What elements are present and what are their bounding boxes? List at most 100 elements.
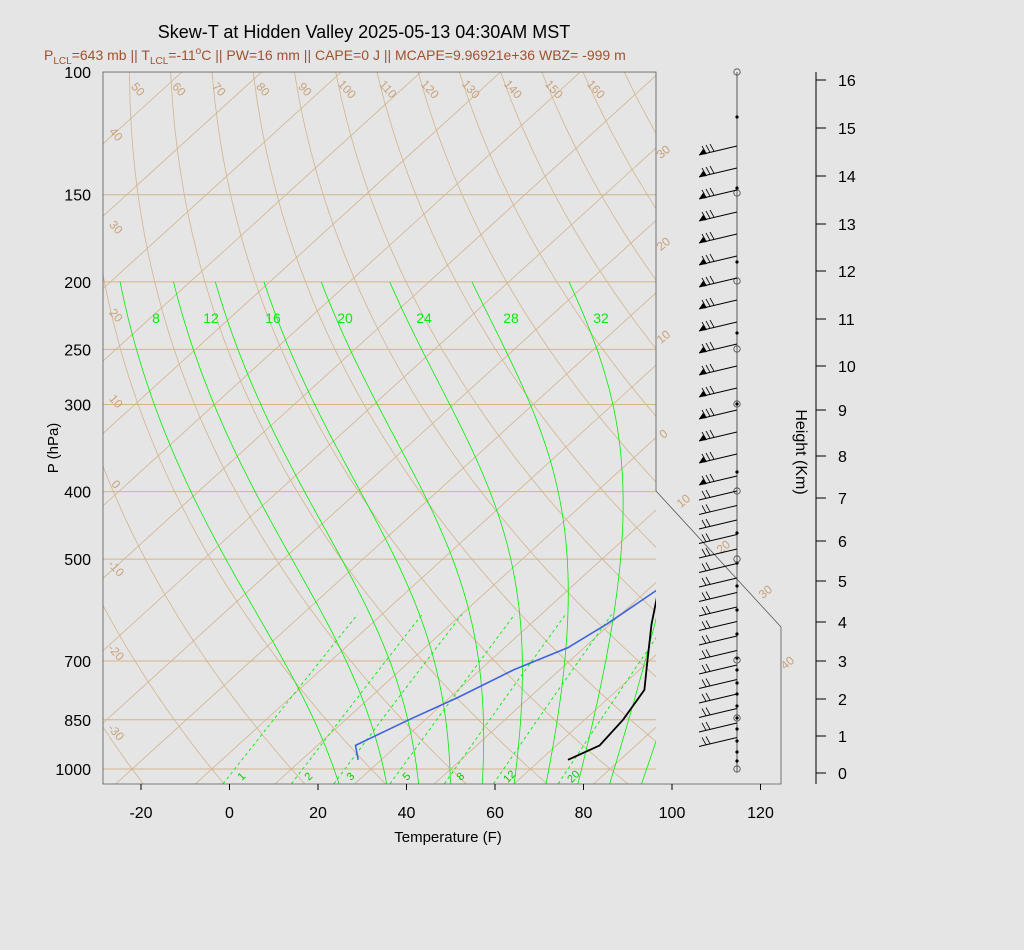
dry-adiabat (252, 72, 656, 743)
wind-barb-feather (701, 365, 707, 374)
wind-barb-flag (699, 325, 707, 331)
wind-barb-shaft (698, 679, 738, 689)
wind-barb-feather (701, 563, 707, 571)
wind-level-dot (735, 584, 739, 588)
wind-barb (698, 605, 738, 617)
wind-barb-feather (709, 451, 715, 460)
wind-barb-shaft (698, 519, 738, 530)
wind-barbs (698, 68, 741, 773)
wind-barb-shaft (698, 606, 738, 617)
mixing-ratio-line (333, 614, 463, 784)
dry-adiabat (129, 72, 467, 784)
wind-level-dot (735, 531, 739, 535)
wind-barb-feather (709, 165, 715, 174)
wind-barb-flag (699, 479, 707, 485)
wind-level-dot (735, 750, 739, 754)
wind-barb-shaft (698, 664, 738, 675)
wind-level-dot (735, 402, 739, 406)
dry-adiabat (458, 72, 656, 417)
wind-barb-feather (709, 231, 715, 240)
wind-barb (698, 253, 738, 266)
wind-barb (698, 721, 738, 733)
wind-barb (698, 547, 738, 559)
x-tick-label: 100 (659, 805, 686, 822)
wind-barb-feather (705, 634, 711, 643)
wind-barb-feather (701, 431, 707, 440)
wind-barb (698, 634, 738, 646)
mixing-ratio-line (291, 614, 423, 784)
subtitle-t-value: =-11 (168, 47, 196, 63)
wind-level-dot (735, 727, 739, 731)
wind-barb-feather (705, 364, 711, 373)
x-tick-label: 0 (225, 805, 234, 822)
wind-barb-shaft (698, 722, 738, 733)
wind-barb-flag (699, 149, 707, 155)
height-tick-label: 15 (838, 121, 856, 138)
isotherm-line (103, 75, 656, 579)
wind-barb-feather (709, 385, 715, 394)
dry-adiabat (103, 726, 144, 784)
mixing-ratio-line (222, 614, 358, 784)
wind-barb-feather (701, 321, 707, 330)
wind-barb-feather (709, 473, 715, 482)
calm-wind-circle (733, 345, 741, 353)
wind-barb-feather (705, 298, 711, 307)
x-tick-label: 80 (575, 805, 593, 822)
height-tick-label: 5 (838, 574, 847, 591)
wind-barb-feather (701, 664, 707, 673)
dry-adiabat (294, 72, 656, 678)
dry-adiabat (376, 72, 656, 548)
wind-barb-feather (701, 490, 707, 499)
wind-level-dot (735, 716, 739, 720)
wind-barb-flag (699, 303, 707, 309)
wind-level-dot (735, 704, 739, 708)
height-tick-label: 11 (838, 312, 855, 329)
plot-frame (102, 71, 782, 785)
wind-barb-shaft (698, 708, 738, 718)
wind-barb-feather (701, 635, 707, 644)
wind-barb-feather (705, 386, 711, 395)
y-tick-label: 150 (64, 188, 91, 205)
wind-barb-feather (705, 605, 711, 614)
wind-barb-feather (705, 342, 711, 351)
wind-barb-shaft (698, 505, 738, 515)
height-tick-label: 13 (838, 217, 856, 234)
height-tick-label: 16 (838, 73, 856, 90)
wind-barb-feather (701, 211, 707, 220)
isotherm-line (103, 219, 656, 724)
wind-barb (698, 165, 738, 178)
wind-barb-shaft (698, 737, 738, 747)
wind-barb (698, 385, 738, 398)
moist-adiabat (568, 281, 624, 784)
wind-barb (698, 275, 738, 288)
wind-barb-feather (701, 145, 707, 154)
wind-barb (698, 209, 738, 222)
dry-adiabat (417, 72, 656, 483)
wind-barb-feather (709, 187, 715, 196)
wind-barb-feather (701, 577, 707, 586)
mixing-ratio-line (557, 637, 656, 784)
wind-level-dot (735, 668, 739, 672)
wind-barb-shaft (698, 621, 738, 631)
wind-barb-feather (705, 489, 711, 498)
moist-adiabat (173, 281, 388, 784)
moist-adiabat-label: 12 (203, 310, 219, 326)
moist-adiabat (609, 617, 656, 784)
wind-barb-feather (705, 576, 711, 585)
wind-barb-feather (709, 143, 715, 152)
wind-level-dot (735, 739, 739, 743)
height-tick-label: 2 (838, 692, 847, 709)
wind-barb-feather (701, 299, 707, 308)
wind-barb-flag (699, 193, 707, 199)
wind-barb-shaft (698, 650, 738, 660)
wind-barb (698, 591, 738, 602)
wind-barb-feather (701, 693, 707, 702)
wind-barb-feather (705, 320, 711, 329)
wind-barb (698, 473, 738, 486)
wind-barb-feather (701, 167, 707, 176)
height-tick-label: 6 (838, 534, 847, 551)
wind-barb-feather (701, 505, 707, 513)
y-tick-label: 250 (64, 342, 91, 359)
